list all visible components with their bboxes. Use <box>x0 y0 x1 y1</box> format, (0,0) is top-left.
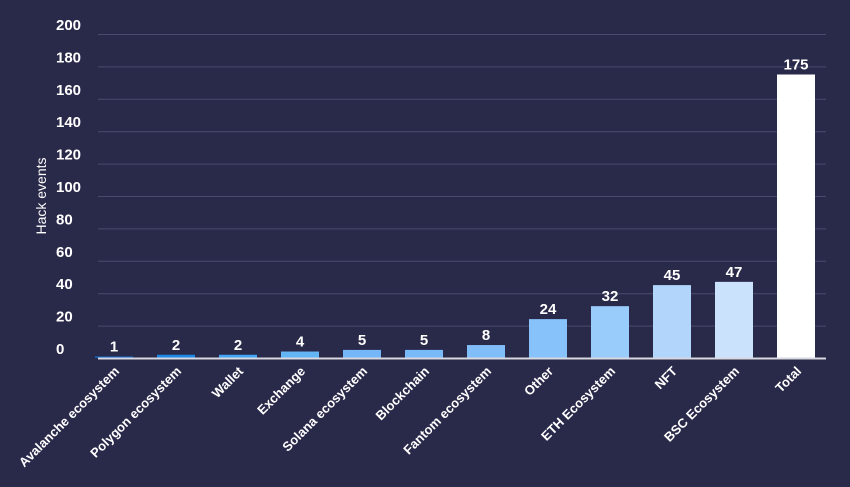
y-tick-label: 140 <box>56 114 81 131</box>
bar <box>529 319 567 358</box>
y-tick-label: 180 <box>56 49 81 66</box>
bar <box>653 285 691 358</box>
data-label: 32 <box>602 288 619 305</box>
bar <box>281 351 319 358</box>
bar <box>467 345 505 358</box>
y-axis-ticks: 0 20 40 60 80 100 120 140 160 180 200 <box>56 17 81 358</box>
data-label: 45 <box>664 267 681 284</box>
x-tick-label: Blockchain <box>372 363 432 423</box>
y-tick-label: 60 <box>56 244 73 261</box>
bar <box>157 354 195 358</box>
data-label: 5 <box>358 332 366 349</box>
bars <box>95 74 815 358</box>
y-tick-label: 80 <box>56 211 73 228</box>
y-tick-label: 40 <box>56 276 73 293</box>
data-label: 2 <box>234 337 242 354</box>
x-tick-label: Avalanche ecosystem <box>16 364 122 470</box>
x-tick-label: Total <box>772 364 804 396</box>
data-label: 8 <box>482 327 490 344</box>
bar <box>95 356 133 358</box>
y-tick-label: 120 <box>56 147 81 164</box>
data-label: 4 <box>296 334 305 351</box>
x-tick-label: NFT <box>652 363 681 392</box>
data-label: 5 <box>420 332 428 349</box>
bar <box>591 306 629 358</box>
y-tick-label: 200 <box>56 17 81 34</box>
data-label: 24 <box>540 301 557 318</box>
x-tick-label: Other <box>521 364 556 399</box>
y-tick-label: 0 <box>56 341 64 358</box>
gridlines <box>98 34 826 327</box>
bar <box>777 74 815 358</box>
bar <box>405 349 443 358</box>
bar <box>343 349 381 358</box>
data-label: 175 <box>783 57 808 74</box>
y-tick-label: 100 <box>56 179 81 196</box>
data-label: 47 <box>726 264 743 281</box>
data-label: 1 <box>110 338 118 355</box>
x-tick-label: Wallet <box>209 363 247 401</box>
y-tick-label: 160 <box>56 82 81 99</box>
x-tick-label: Exchange <box>254 364 308 418</box>
bar <box>219 354 257 358</box>
data-label: 2 <box>172 337 180 354</box>
bar <box>715 281 753 358</box>
y-tick-label: 20 <box>56 309 73 326</box>
y-axis-label: Hack events <box>33 157 49 234</box>
